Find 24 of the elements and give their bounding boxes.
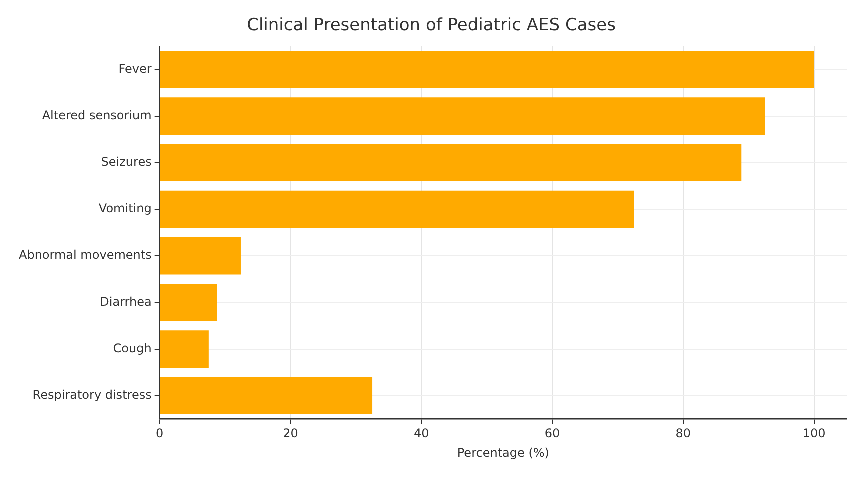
y-tick-label: Abnormal movements [18,248,152,262]
x-axis-title: Percentage (%) [457,446,550,460]
y-tick-label: Fever [118,62,152,76]
y-tick-label: Seizures [101,155,152,170]
bar [160,237,241,275]
bar [160,144,742,182]
x-tick-label: 100 [802,426,826,441]
chart-title: Clinical Presentation of Pediatric AES Cases [247,16,616,36]
y-tick-label: Respiratory distress [32,388,152,402]
y-tick-label: Cough [113,341,152,356]
x-tick-label: 40 [414,426,430,441]
bar [160,51,814,88]
x-tick-label: 60 [544,426,560,441]
bar [160,98,766,135]
bar [160,284,218,322]
x-tick-label: 0 [156,426,164,441]
bar [160,377,373,415]
x-tick-label: 80 [676,426,692,441]
y-tick-label: Vomiting [98,202,152,216]
y-tick-label: Altered sensorium [42,108,152,122]
x-tick-label: 20 [283,426,298,441]
bar [160,330,209,368]
y-tick-label: Diarrhea [100,294,152,309]
bar [160,190,634,228]
